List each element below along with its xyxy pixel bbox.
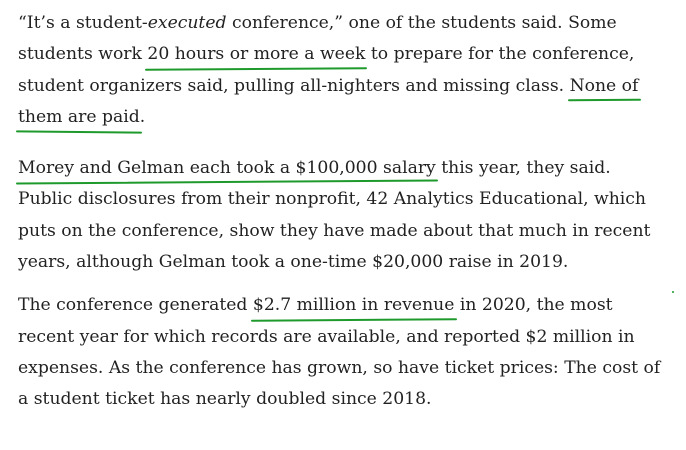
text-run: to prepare for the conference, <box>365 44 635 65</box>
highlighted-phrase: None of <box>570 71 639 102</box>
text-line: students work 20 hours or more a week to… <box>18 39 682 70</box>
text-run: in 2020, the most <box>454 295 613 316</box>
paragraph-2: Morey and Gelman each took a $100,000 sa… <box>18 153 682 278</box>
text-run: . <box>139 106 146 127</box>
text-line: puts on the conference, show they have m… <box>18 220 651 241</box>
highlighted-phrase: 20 hours or more a week <box>147 39 365 70</box>
text-line: Public disclosures from their nonprofit,… <box>18 189 646 210</box>
article-body: “It’s a student-executed conference,” on… <box>18 8 682 428</box>
highlighted-phrase: Morey and Gelman each took a $100,000 sa… <box>18 153 436 184</box>
text-line: years, although Gelman took a one-time $… <box>18 252 569 273</box>
text-line: recent year for which records are availa… <box>18 326 635 347</box>
text-run: student organizers said, pulling all-nig… <box>18 75 570 96</box>
text-run: The conference generated <box>18 295 253 316</box>
text-run: “It’s a student- <box>18 13 148 33</box>
text-run: conference,” one of the students said. S… <box>226 13 617 33</box>
text-line: “It’s a student-executed conference,” on… <box>18 8 682 39</box>
highlighted-phrase: $2.7 million in revenue <box>253 290 455 321</box>
text-line: The conference generated $2.7 million in… <box>18 290 682 321</box>
text-run: students work <box>18 44 148 65</box>
text-line: Morey and Gelman each took a $100,000 sa… <box>18 153 682 184</box>
emphasis-text: executed <box>147 13 227 33</box>
text-line: them are paid. <box>18 102 682 133</box>
text-line: expenses. As the conference has grown, s… <box>18 357 661 378</box>
text-line: a student ticket has nearly doubled sinc… <box>18 389 432 410</box>
highlighted-phrase: them are paid <box>18 102 140 133</box>
text-run: this year, they said. <box>435 158 611 179</box>
pen-mark <box>672 291 674 293</box>
paragraph-1: “It’s a student-executed conference,” on… <box>18 8 682 133</box>
paragraph-3: The conference generated $2.7 million in… <box>18 290 682 415</box>
text-line: student organizers said, pulling all-nig… <box>18 71 682 102</box>
